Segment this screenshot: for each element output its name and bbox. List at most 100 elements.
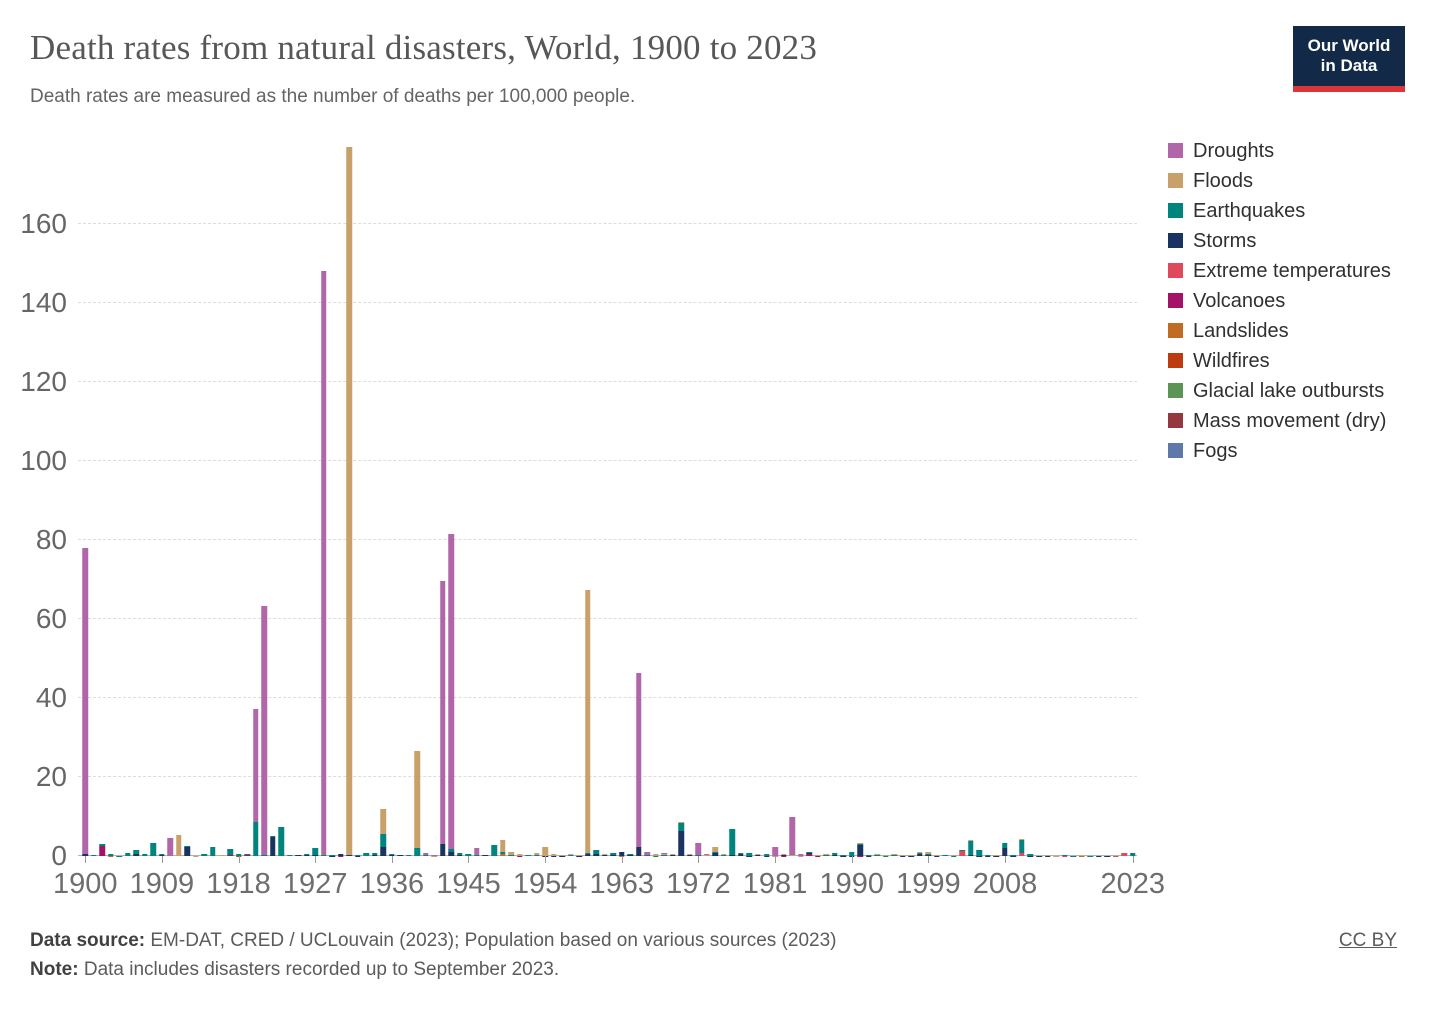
bar-1981[interactable] [772,846,778,856]
bar-1909[interactable] [159,854,165,856]
bar-1901[interactable] [91,855,97,856]
segment-1969-storms[interactable] [670,854,676,856]
segment-1968-earthquakes[interactable] [661,854,668,856]
legend-item-earthquakes[interactable]: Earthquakes [1168,201,1391,221]
segment-2015-earthquakes[interactable] [1061,855,1068,856]
bar-1985[interactable] [806,852,812,856]
bar-1978[interactable] [746,852,753,856]
segment-1903-earthquakes[interactable] [108,854,114,856]
segment-1916-floods[interactable] [218,855,225,856]
bar-1977[interactable] [738,852,744,856]
bar-1922[interactable] [269,836,276,856]
bar-1919[interactable] [244,854,250,856]
legend-item-storms[interactable]: Storms [1168,231,1391,251]
segment-1922-storms[interactable] [269,837,276,856]
segment-1938-earthquakes[interactable] [406,855,412,856]
segment-1952-earthquakes[interactable] [525,855,531,856]
bar-1995[interactable] [891,854,897,856]
segment-1920-earthquakes[interactable] [252,822,259,856]
segment-1953-earthquakes[interactable] [533,855,540,856]
segment-1925-storms[interactable] [295,855,301,856]
legend-item-landslides[interactable]: Landslides [1168,321,1391,341]
segment-1957-floods[interactable] [567,854,574,856]
segment-1991-floods[interactable] [857,843,863,845]
segment-1922-earthquakes[interactable] [269,836,276,838]
bar-1918[interactable] [235,854,242,856]
segment-2004-earthquakes[interactable] [968,841,974,856]
segment-1935-storms[interactable] [380,847,387,856]
segment-2022-extreme-temperatures[interactable] [1121,852,1127,856]
bar-1960[interactable] [593,850,599,856]
bar-1973[interactable] [704,853,710,856]
segment-1975-floods[interactable] [721,854,727,855]
segment-1937-storms[interactable] [397,855,404,856]
segment-1936-storms[interactable] [389,854,395,856]
bar-1951[interactable] [516,854,523,856]
segment-1908-earthquakes[interactable] [150,842,157,856]
bar-1963[interactable] [618,852,625,856]
segment-1900-droughts[interactable] [82,547,88,855]
segment-1917-volcanoes[interactable] [227,855,233,856]
bar-2001[interactable] [942,854,949,856]
segment-1960-storms[interactable] [593,854,599,856]
bar-1962[interactable] [610,853,616,856]
bar-1928[interactable] [320,271,327,856]
bar-1939[interactable] [414,751,421,856]
bar-1933[interactable] [363,852,370,856]
segment-1950-earthquakes[interactable] [508,854,514,856]
bar-1926[interactable] [303,854,310,856]
segment-1934-earthquakes[interactable] [372,853,378,856]
segment-2010-extreme-temperatures[interactable] [1019,852,1025,856]
segment-1902-volcanoes[interactable] [99,846,106,856]
bar-1993[interactable] [874,854,880,856]
bar-1967[interactable] [653,854,659,856]
bar-2006[interactable] [985,855,991,856]
segment-1966-earthquakes[interactable] [644,855,651,856]
bar-1942[interactable] [440,580,446,856]
segment-1965-droughts[interactable] [636,673,642,847]
bar-1983[interactable] [789,816,795,856]
bar-1956[interactable] [559,854,565,856]
segment-1965-storms[interactable] [636,846,642,856]
segment-1941-droughts[interactable] [431,854,438,856]
bar-1991[interactable] [857,843,863,856]
bar-2011[interactable] [1027,854,1034,856]
segment-2005-earthquakes[interactable] [976,850,983,856]
legend-item-mass-movement-dry-[interactable]: Mass movement (dry) [1168,411,1391,431]
segment-1964-storms[interactable] [627,854,633,856]
bar-1927[interactable] [312,847,318,856]
bar-1925[interactable] [295,854,301,856]
legend-item-glacial-lake-outbursts[interactable]: Glacial lake outbursts [1168,381,1391,401]
bar-1946[interactable] [474,847,480,856]
segment-1981-droughts[interactable] [772,846,778,856]
bar-1921[interactable] [261,605,267,856]
segment-1943-droughts[interactable] [448,534,455,849]
segment-1945-floods[interactable] [465,853,472,855]
segment-1917-earthquakes[interactable] [227,848,233,856]
segment-1947-storms[interactable] [482,855,489,856]
bar-1914[interactable] [201,853,208,856]
segment-2010-earthquakes[interactable] [1019,839,1025,853]
segment-1901-earthquakes[interactable] [91,855,97,856]
segment-1909-storms[interactable] [159,855,165,856]
bar-2003[interactable] [959,849,966,856]
segment-1982-floods[interactable] [780,854,787,856]
segment-1956-floods[interactable] [559,854,565,856]
bar-1984[interactable] [797,854,804,856]
bar-1936[interactable] [389,854,395,856]
segment-1977-earthquakes[interactable] [738,852,744,854]
bar-2002[interactable] [951,855,957,856]
segment-2004-storms[interactable] [968,855,974,856]
segment-1911-floods[interactable] [176,835,182,856]
segment-1983-floods[interactable] [789,855,795,856]
segment-1912-earthquakes[interactable] [184,845,191,847]
bar-1972[interactable] [695,843,702,856]
bar-1902[interactable] [99,844,106,856]
bar-2010[interactable] [1019,839,1025,856]
segment-2008-earthquakes[interactable] [1002,842,1008,848]
segment-1999-earthquakes[interactable] [925,854,932,856]
segment-1927-storms[interactable] [312,855,318,856]
bar-1945[interactable] [465,853,472,856]
segment-1931-floods[interactable] [346,146,352,855]
legend-item-extreme-temperatures[interactable]: Extreme temperatures [1168,261,1391,281]
